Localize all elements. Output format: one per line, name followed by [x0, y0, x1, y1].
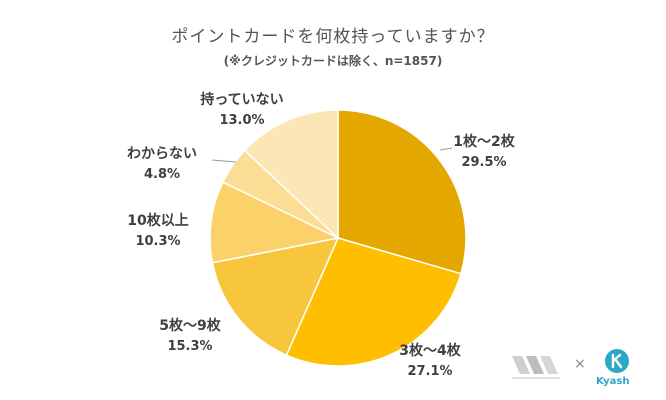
leader-lines: [211, 147, 453, 163]
leader-line: [439, 147, 453, 151]
slice-value-label: 27.1%: [407, 364, 452, 379]
slice-category-label: わからない: [127, 146, 197, 162]
slice-category-label: 1枚〜2枚: [453, 133, 515, 150]
pie-slice: [209, 181, 341, 264]
pie-slice: [211, 236, 340, 357]
slice-value-label: 15.3%: [167, 339, 212, 354]
pie-slice: [337, 109, 467, 275]
leader-line: [211, 159, 237, 163]
chart-subtitle: (※クレジットカードは除く、n=1857): [223, 54, 443, 68]
slice-value-label: 13.0%: [219, 113, 264, 128]
slice-category-label: 10枚以上: [127, 212, 188, 229]
pie-slices: [209, 109, 467, 367]
slice-value-label: 10.3%: [135, 234, 180, 249]
slice-category-label: 3枚〜4枚: [399, 342, 461, 359]
slice-category-label: 持っていない: [200, 91, 283, 108]
kyash-wordmark: Kyash: [596, 376, 630, 387]
kyash-logo-icon: [605, 349, 629, 373]
pie-slice: [243, 109, 339, 240]
pie-slice: [285, 237, 462, 367]
slice-labels: 1枚〜2枚 29.5% 3枚〜4枚 27.1% 5枚〜9枚 15.3% 10枚以上 10.3%…: [127, 91, 516, 379]
slice-category-label: 5枚〜9枚: [159, 317, 221, 334]
slice-value-label: 4.8%: [144, 167, 180, 182]
slice-value-label: 29.5%: [461, 155, 506, 170]
tribe-logo-icon: [512, 356, 560, 379]
partner-cross: ×: [574, 356, 586, 372]
chart-title: ポイントカードを何枚持っていますか？: [171, 27, 495, 47]
